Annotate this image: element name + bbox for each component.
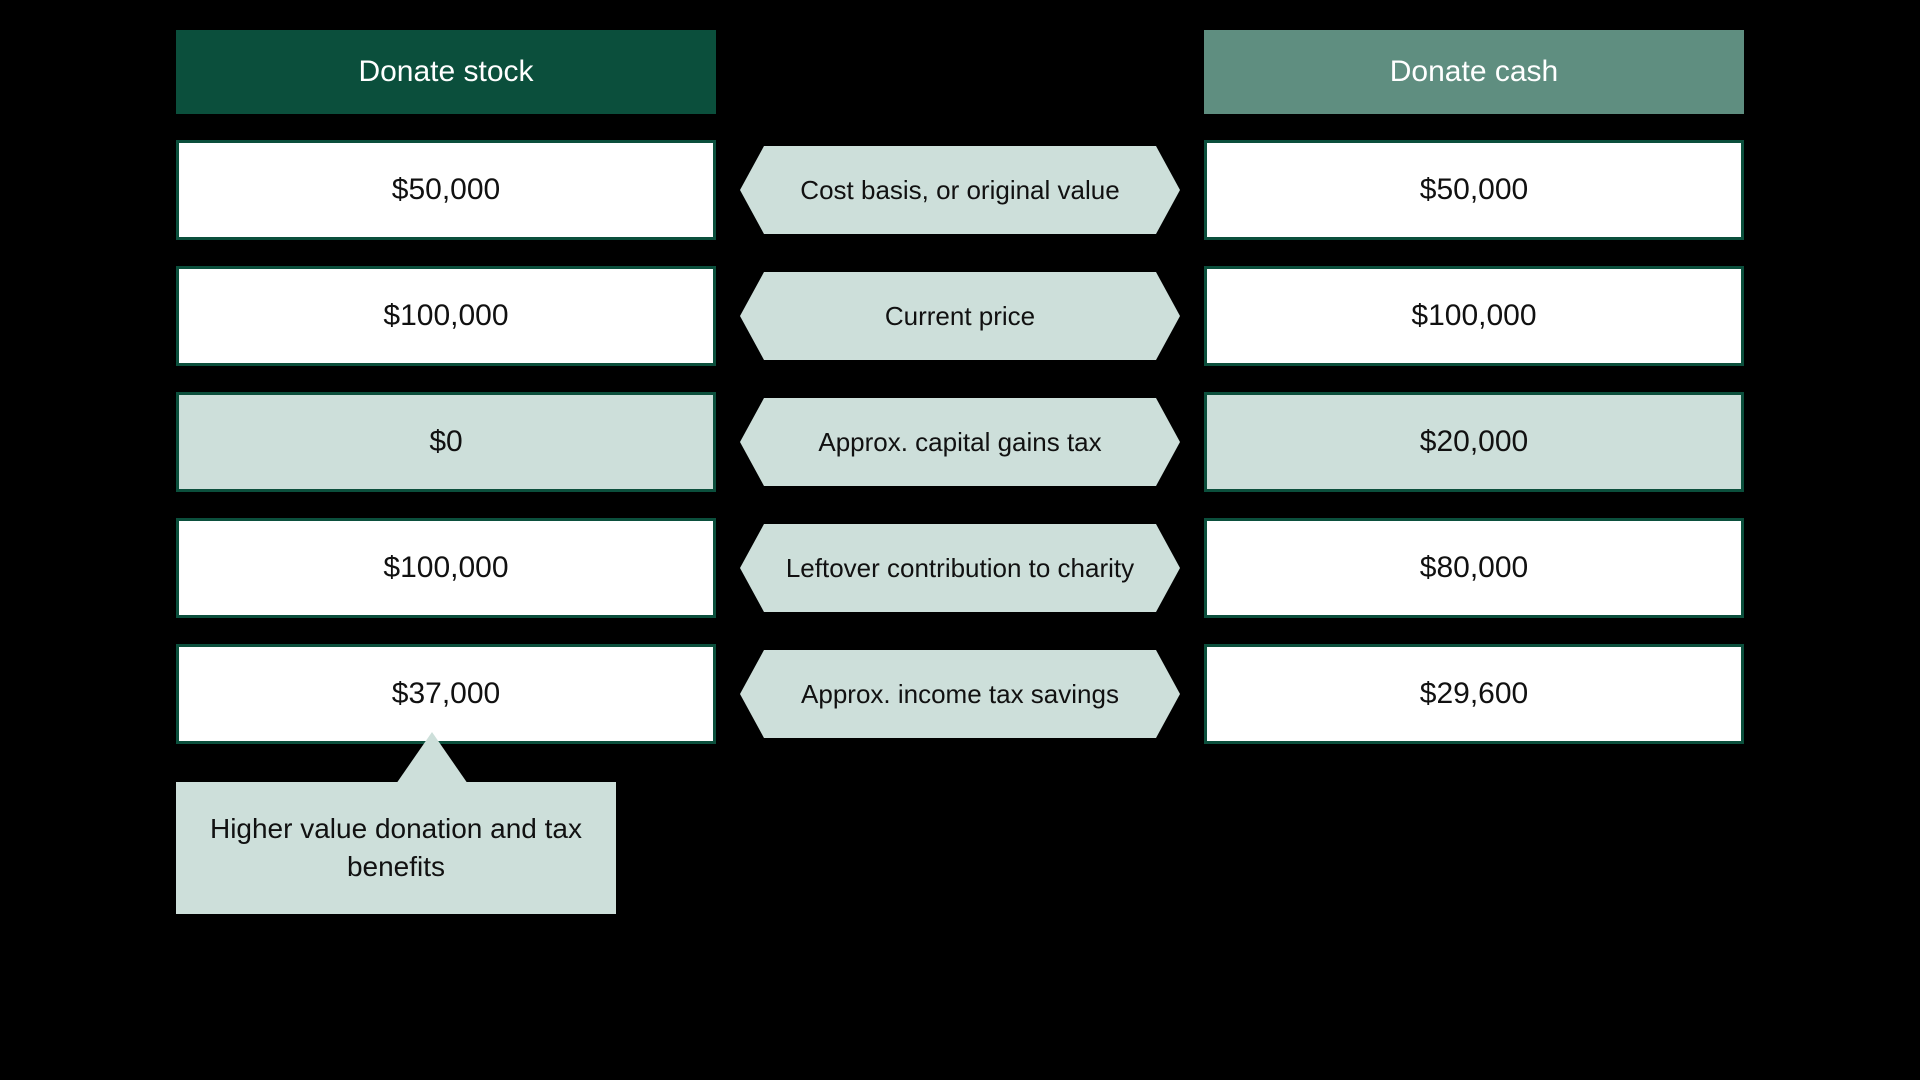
row-label-2-text: Approx. capital gains tax	[788, 427, 1131, 458]
row-label-4: Approx. income tax savings	[740, 650, 1180, 738]
comparison-grid: Donate stock Donate cash $50,000 Cost ba…	[100, 30, 1820, 914]
row-label-0: Cost basis, or original value	[740, 146, 1180, 234]
value-left-3: $100,000	[176, 518, 716, 618]
value-left-0-text: $50,000	[392, 173, 500, 207]
label-wrap-2: Approx. capital gains tax	[740, 392, 1180, 492]
row-label-2: Approx. capital gains tax	[740, 398, 1180, 486]
value-left-0: $50,000	[176, 140, 716, 240]
label-wrap-3: Leftover contribution to charity	[740, 518, 1180, 618]
value-right-3: $80,000	[1204, 518, 1744, 618]
value-left-2-text: $0	[429, 425, 462, 459]
value-right-0: $50,000	[1204, 140, 1744, 240]
value-right-4: $29,600	[1204, 644, 1744, 744]
column-header-left: Donate stock	[176, 30, 716, 114]
value-right-2: $20,000	[1204, 392, 1744, 492]
value-left-4-text: $37,000	[392, 677, 500, 711]
callout-text: Higher value donation and tax benefits	[210, 813, 582, 882]
row-label-1-text: Current price	[855, 301, 1065, 332]
column-header-right-text: Donate cash	[1390, 55, 1558, 89]
value-left-4: $37,000	[176, 644, 716, 744]
callout-wrap: Higher value donation and tax benefits	[176, 782, 716, 914]
value-right-0-text: $50,000	[1420, 173, 1528, 207]
callout-box: Higher value donation and tax benefits	[176, 782, 616, 914]
callout-arrow-icon	[396, 732, 468, 784]
row-label-4-text: Approx. income tax savings	[771, 679, 1149, 710]
row-label-3-text: Leftover contribution to charity	[756, 553, 1164, 584]
comparison-infographic: Donate stock Donate cash $50,000 Cost ba…	[0, 0, 1920, 1080]
column-header-left-text: Donate stock	[358, 55, 533, 89]
row-label-1: Current price	[740, 272, 1180, 360]
value-left-1: $100,000	[176, 266, 716, 366]
value-left-2: $0	[176, 392, 716, 492]
value-left-1-text: $100,000	[383, 299, 508, 333]
value-right-1-text: $100,000	[1411, 299, 1536, 333]
column-header-right: Donate cash	[1204, 30, 1744, 114]
value-right-4-text: $29,600	[1420, 677, 1528, 711]
value-right-3-text: $80,000	[1420, 551, 1528, 585]
label-wrap-1: Current price	[740, 266, 1180, 366]
value-left-3-text: $100,000	[383, 551, 508, 585]
value-right-1: $100,000	[1204, 266, 1744, 366]
row-label-3: Leftover contribution to charity	[740, 524, 1180, 612]
row-label-0-text: Cost basis, or original value	[770, 175, 1149, 206]
label-wrap-0: Cost basis, or original value	[740, 140, 1180, 240]
value-right-2-text: $20,000	[1420, 425, 1528, 459]
label-wrap-4: Approx. income tax savings	[740, 644, 1180, 744]
